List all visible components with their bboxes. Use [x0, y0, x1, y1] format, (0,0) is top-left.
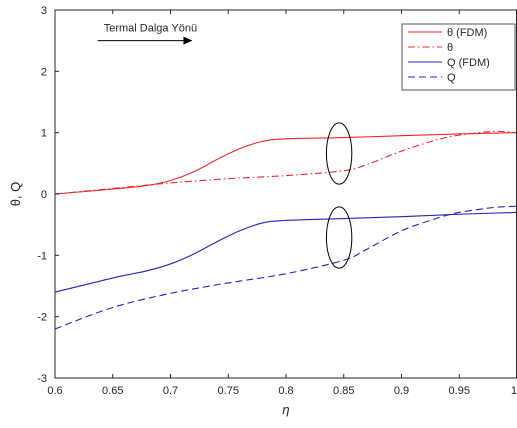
y-tick-label: -1: [37, 250, 47, 262]
legend: θ (FDM) θ Q (FDM) Q: [401, 23, 516, 91]
highlight-ellipse: [325, 122, 353, 185]
annotations: Termal Dalga Yönü: [97, 23, 353, 269]
x-tick-label: 0.85: [333, 385, 354, 397]
x-tick-label: 0.6: [47, 385, 62, 397]
series-line-3: [54, 211, 517, 293]
x-tick-label: 0.7: [163, 385, 178, 397]
series-line-2: [54, 130, 517, 195]
y-tick-label: 1: [41, 128, 47, 140]
y-axis: -3 -2 -1 0 1 2 3: [37, 5, 59, 385]
plot-area: [54, 130, 517, 330]
y-tick-label: 0: [41, 189, 47, 201]
legend-box: [401, 23, 516, 91]
legend-entry: Q (FDM): [447, 57, 490, 69]
highlight-ellipse: [325, 206, 353, 269]
legend-entry: θ: [447, 42, 453, 54]
x-tick-label: 0.65: [102, 385, 123, 397]
direction-annotation: Termal Dalga Yönü: [104, 23, 197, 35]
series-line-1: [54, 132, 517, 195]
legend-entry: θ (FDM): [447, 27, 487, 39]
y-tick-label: -3: [37, 373, 47, 385]
y-axis-label: θ, Q: [8, 182, 23, 207]
legend-entry: Q: [447, 72, 456, 84]
y-tick-label: 3: [41, 5, 47, 17]
y-tick-label: -2: [37, 312, 47, 324]
x-tick-label: 0.95: [449, 385, 470, 397]
x-tick-label: 0.75: [218, 385, 239, 397]
x-axis: 0.6 0.65 0.7 0.75 0.8 0.85 0.9 0.95 1: [47, 10, 517, 397]
x-tick-label: 0.8: [278, 385, 293, 397]
y-tick-label: 2: [41, 66, 47, 78]
x-tick-label: 1: [511, 385, 517, 397]
x-axis-label: η: [282, 402, 289, 417]
arrow-head-icon: [183, 36, 193, 45]
series-line-4: [54, 205, 517, 330]
x-tick-label: 0.9: [394, 385, 409, 397]
